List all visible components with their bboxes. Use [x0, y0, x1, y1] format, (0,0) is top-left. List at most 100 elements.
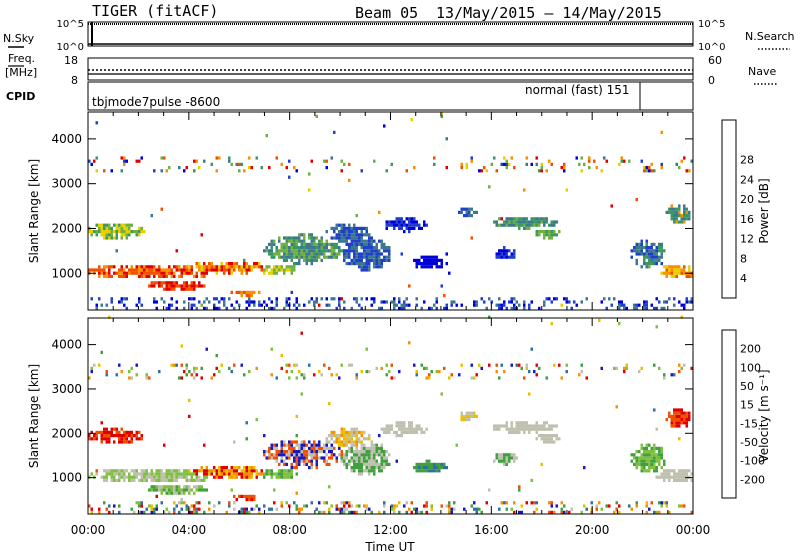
range-gate-cell — [135, 303, 138, 307]
range-gate-cell — [360, 255, 363, 259]
range-gate-cell — [398, 424, 401, 428]
range-gate-cell — [285, 258, 288, 262]
range-gate-cell — [315, 258, 318, 262]
range-gate-cell — [360, 297, 363, 301]
range-gate-cell — [348, 246, 351, 250]
range-gate-cell — [348, 223, 351, 227]
range-gate-cell — [240, 363, 243, 367]
range-gate-cell — [370, 443, 373, 447]
range-gate-cell — [290, 453, 293, 457]
range-gate-cell — [235, 472, 238, 476]
range-gate-cell — [545, 169, 548, 173]
range-gate-cell — [680, 366, 683, 370]
range-gate-cell — [323, 249, 326, 253]
range-gate-cell — [350, 363, 353, 367]
range-gate-cell — [498, 255, 501, 259]
range-gate-cell — [660, 466, 663, 470]
range-gate-cell — [293, 363, 296, 367]
range-gate-cell — [470, 156, 473, 160]
range-gate-cell — [150, 510, 153, 514]
range-gate-cell — [208, 265, 211, 269]
range-gate-cell — [258, 472, 261, 476]
range-gate-cell — [233, 494, 236, 498]
range-gate-cell — [415, 510, 418, 514]
range-gate-cell — [383, 456, 386, 460]
range-gate-cell — [273, 252, 276, 256]
range-gate-cell — [213, 268, 216, 272]
nsky-panel: N.Sky 10^5 10^0 10^5 10^0 N.Search — [3, 19, 795, 53]
range-gate-cell — [340, 507, 343, 511]
range-gate-cell — [523, 376, 526, 380]
range-gate-cell — [100, 440, 103, 444]
range-gate-cell — [183, 284, 186, 288]
range-gate-cell — [260, 268, 263, 272]
range-gate-cell — [170, 469, 173, 473]
range-gate-cell — [163, 475, 166, 479]
range-gate-cell — [290, 290, 293, 294]
range-gate-cell — [663, 462, 666, 466]
range-gate-cell — [585, 507, 588, 511]
range-gate-cell — [220, 265, 223, 269]
range-gate-cell — [688, 300, 691, 304]
range-gate-cell — [355, 258, 358, 262]
range-gate-cell — [653, 462, 656, 466]
range-gate-cell — [288, 443, 291, 447]
range-gate-cell — [388, 223, 391, 227]
range-gate-cell — [508, 453, 511, 457]
range-gate-cell — [308, 453, 311, 457]
range-gate-cell — [195, 271, 198, 275]
range-gate-cell — [678, 418, 681, 422]
range-gate-cell — [360, 226, 363, 230]
range-gate-cell — [288, 268, 291, 272]
range-gate-cell — [368, 472, 371, 476]
range-gate-cell — [330, 242, 333, 246]
range-gate-cell — [358, 469, 361, 473]
range-gate-cell — [248, 472, 251, 476]
range-gate-cell — [368, 462, 371, 466]
range-gate-cell — [280, 472, 283, 476]
range-gate-cell — [380, 462, 383, 466]
range-gate-cell — [280, 354, 283, 358]
range-gate-cell — [355, 504, 358, 508]
range-gate-cell — [275, 456, 278, 460]
range-gate-cell — [645, 265, 648, 269]
range-gate-cell — [130, 469, 133, 473]
range-gate-cell — [488, 488, 491, 492]
range-gate-cell — [498, 249, 501, 253]
range-gate-cell — [165, 268, 168, 272]
colorbar-tick-label: 12 — [740, 233, 754, 246]
range-gate-cell — [200, 268, 203, 272]
range-gate-cell — [123, 233, 126, 237]
range-gate-cell — [368, 236, 371, 240]
range-gate-cell — [373, 246, 376, 250]
range-gate-cell — [290, 246, 293, 250]
range-gate-cell — [313, 443, 316, 447]
range-gate-cell — [543, 217, 546, 221]
range-gate-cell — [130, 437, 133, 441]
range-gate-cell — [108, 434, 111, 438]
range-gate-cell — [245, 290, 248, 294]
range-gate-cell — [90, 230, 93, 234]
range-gate-cell — [203, 306, 206, 310]
range-gate-cell — [168, 265, 171, 269]
range-gate-cell — [498, 456, 501, 460]
range-gate-cell — [345, 507, 348, 511]
range-gate-cell — [303, 443, 306, 447]
range-gate-cell — [243, 466, 246, 470]
range-gate-cell — [208, 300, 211, 304]
range-gate-cell — [330, 246, 333, 250]
range-gate-cell — [200, 274, 203, 278]
range-gate-cell — [305, 504, 308, 508]
range-gate-cell — [335, 242, 338, 246]
range-gate-cell — [663, 475, 666, 479]
range-gate-cell — [445, 466, 448, 470]
range-gate-cell — [280, 443, 283, 447]
range-gate-cell — [518, 485, 521, 489]
range-gate-cell — [470, 207, 473, 211]
range-gate-cell — [303, 239, 306, 243]
range-gate-cell — [353, 469, 356, 473]
range-gate-cell — [643, 255, 646, 259]
range-gate-cell — [328, 434, 331, 438]
range-gate-cell — [378, 249, 381, 253]
range-gate-cell — [213, 373, 216, 377]
